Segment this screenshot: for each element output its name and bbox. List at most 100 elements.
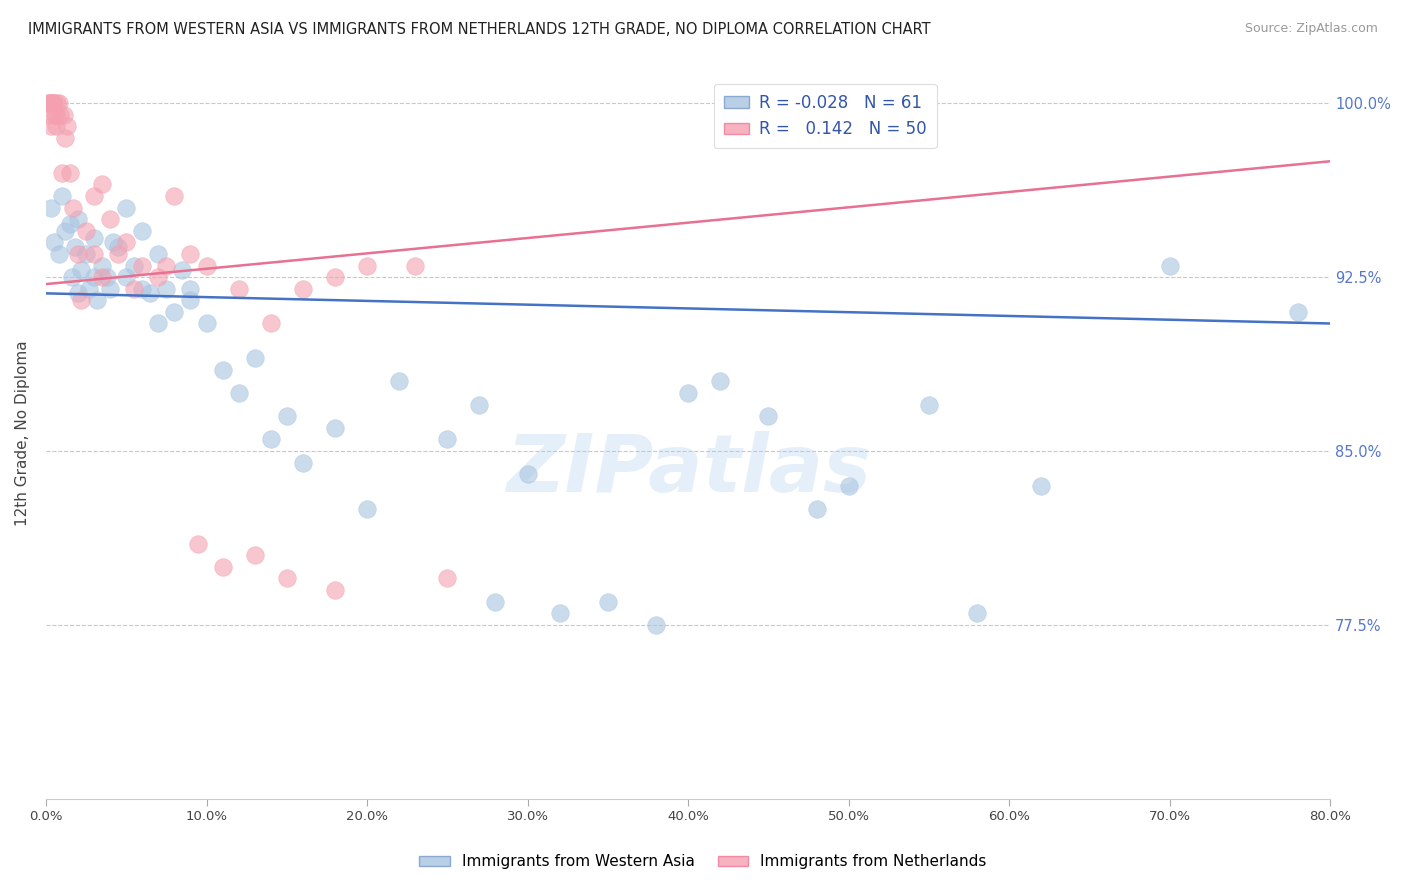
Point xyxy=(91,259,114,273)
Point xyxy=(42,96,65,111)
Point xyxy=(243,549,266,563)
Point xyxy=(211,560,233,574)
Point xyxy=(122,259,145,273)
Point xyxy=(676,386,699,401)
Point xyxy=(107,247,129,261)
Point xyxy=(39,96,62,111)
Point xyxy=(37,108,59,122)
Point xyxy=(70,293,93,308)
Point xyxy=(1159,259,1181,273)
Point xyxy=(83,247,105,261)
Point xyxy=(51,166,73,180)
Point xyxy=(63,240,86,254)
Point xyxy=(291,456,314,470)
Point xyxy=(172,263,194,277)
Point xyxy=(37,96,59,111)
Point xyxy=(45,108,67,122)
Point xyxy=(107,240,129,254)
Point xyxy=(596,594,619,608)
Point xyxy=(41,96,63,111)
Point xyxy=(709,375,731,389)
Point xyxy=(44,108,66,122)
Point xyxy=(45,120,67,134)
Point xyxy=(75,247,97,261)
Point xyxy=(966,606,988,620)
Point xyxy=(187,537,209,551)
Point xyxy=(52,108,75,122)
Point xyxy=(51,189,73,203)
Point xyxy=(468,398,491,412)
Point xyxy=(38,96,60,111)
Point xyxy=(291,282,314,296)
Text: ZIPatlas: ZIPatlas xyxy=(506,431,870,509)
Point xyxy=(39,201,62,215)
Point xyxy=(59,217,82,231)
Point xyxy=(163,305,186,319)
Point xyxy=(758,409,780,424)
Point xyxy=(41,96,63,111)
Point xyxy=(548,606,571,620)
Point xyxy=(195,317,218,331)
Point xyxy=(404,259,426,273)
Point xyxy=(48,247,70,261)
Y-axis label: 12th Grade, No Diploma: 12th Grade, No Diploma xyxy=(15,341,30,526)
Point xyxy=(155,282,177,296)
Point xyxy=(86,293,108,308)
Point xyxy=(260,433,283,447)
Point xyxy=(49,108,72,122)
Point xyxy=(53,224,76,238)
Point xyxy=(48,96,70,111)
Point xyxy=(131,282,153,296)
Point xyxy=(39,120,62,134)
Point xyxy=(356,259,378,273)
Point xyxy=(148,317,170,331)
Point xyxy=(62,201,84,215)
Point xyxy=(484,594,506,608)
Point xyxy=(79,282,101,296)
Point xyxy=(323,583,346,598)
Point xyxy=(67,247,90,261)
Point xyxy=(516,467,538,482)
Point xyxy=(53,131,76,145)
Text: IMMIGRANTS FROM WESTERN ASIA VS IMMIGRANTS FROM NETHERLANDS 12TH GRADE, NO DIPLO: IMMIGRANTS FROM WESTERN ASIA VS IMMIGRAN… xyxy=(28,22,931,37)
Point xyxy=(260,317,283,331)
Legend: R = -0.028   N = 61, R =   0.142   N = 50: R = -0.028 N = 61, R = 0.142 N = 50 xyxy=(714,84,936,148)
Point xyxy=(115,235,138,250)
Point xyxy=(806,502,828,516)
Point xyxy=(276,572,298,586)
Point xyxy=(163,189,186,203)
Text: Source: ZipAtlas.com: Source: ZipAtlas.com xyxy=(1244,22,1378,36)
Point xyxy=(323,421,346,435)
Point xyxy=(179,247,201,261)
Point xyxy=(838,479,860,493)
Point xyxy=(645,617,668,632)
Point xyxy=(115,201,138,215)
Point xyxy=(103,235,125,250)
Point xyxy=(131,224,153,238)
Point xyxy=(155,259,177,273)
Point xyxy=(139,286,162,301)
Legend: Immigrants from Western Asia, Immigrants from Netherlands: Immigrants from Western Asia, Immigrants… xyxy=(413,848,993,875)
Point xyxy=(83,189,105,203)
Point xyxy=(436,572,458,586)
Point xyxy=(179,282,201,296)
Point xyxy=(91,178,114,192)
Point xyxy=(115,270,138,285)
Point xyxy=(83,270,105,285)
Point xyxy=(67,286,90,301)
Point xyxy=(131,259,153,273)
Point xyxy=(98,282,121,296)
Point xyxy=(46,96,69,111)
Point xyxy=(59,166,82,180)
Point xyxy=(96,270,118,285)
Point xyxy=(1031,479,1053,493)
Point xyxy=(148,247,170,261)
Point xyxy=(243,351,266,366)
Point xyxy=(67,212,90,227)
Point xyxy=(356,502,378,516)
Point xyxy=(179,293,201,308)
Point xyxy=(42,235,65,250)
Point xyxy=(1286,305,1309,319)
Point xyxy=(918,398,941,412)
Point xyxy=(56,120,79,134)
